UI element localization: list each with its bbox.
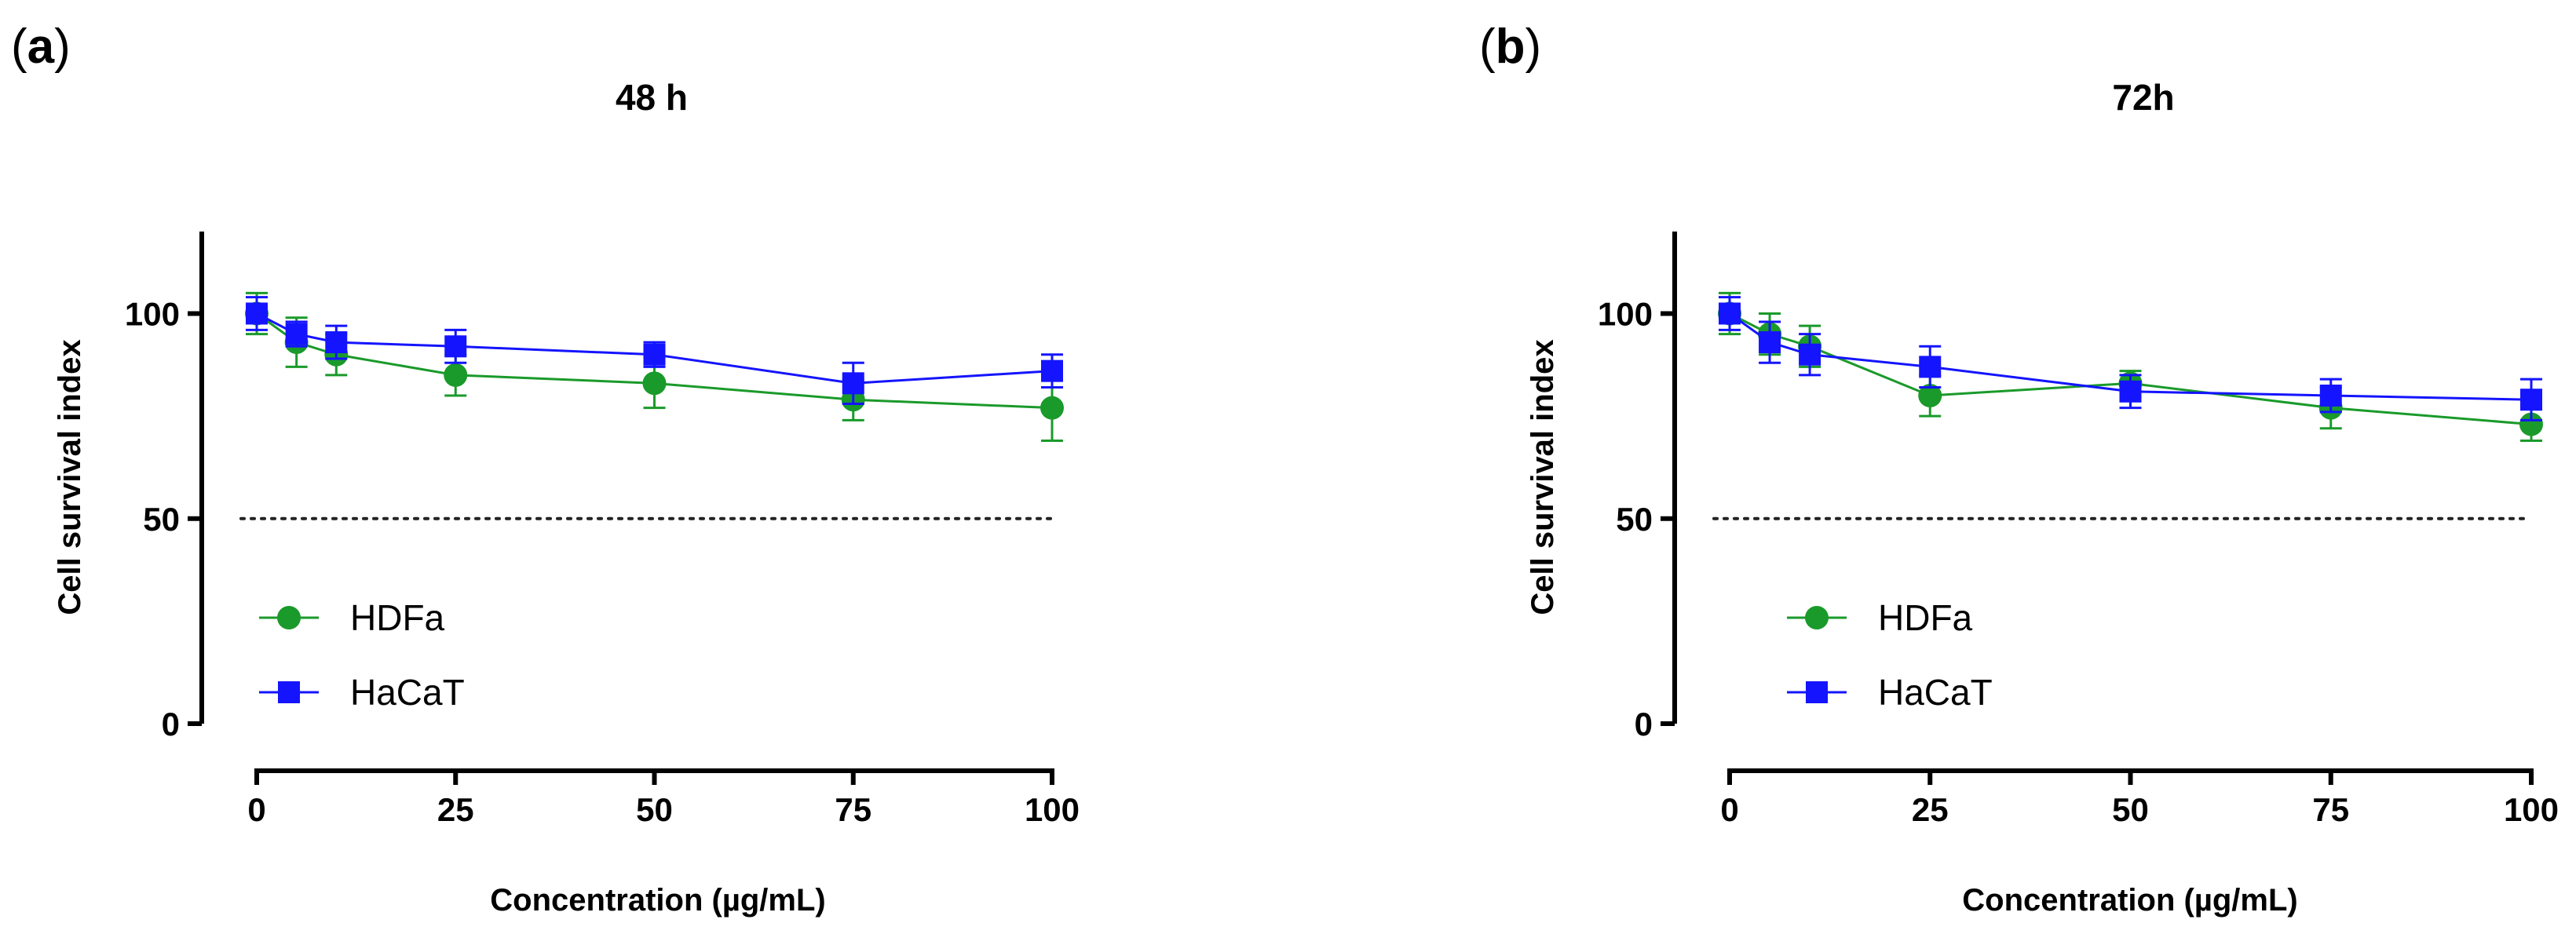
x-tick-label: 50 (2112, 791, 2149, 828)
legend-hdfa-marker (1805, 606, 1829, 629)
legend-item-hdfa: HDFa (1787, 597, 1973, 638)
data-point-hacat (2319, 385, 2342, 407)
panel-a: (a) 48 h 0 50 100 0 25 50 75 100 Concentration … (11, 20, 1080, 918)
y-tick-label: 100 (1598, 296, 1653, 333)
panel-b-y-axis-label: Cell survival index (1526, 339, 1560, 615)
x-tick-label: 100 (1025, 791, 1080, 828)
data-point-hacat (444, 335, 467, 358)
x-tick-label: 25 (437, 791, 474, 828)
legend-item-hdfa: HDFa (259, 597, 445, 638)
data-point-hdfa (1040, 396, 1064, 420)
data-point-hacat (842, 372, 864, 395)
y-tick-label: 0 (1635, 706, 1653, 742)
data-point-hacat (325, 331, 348, 354)
legend-hacat-label: HaCaT (1878, 672, 1993, 713)
x-tick-label: 0 (247, 791, 265, 828)
data-point-hacat (2520, 389, 2542, 411)
panel-b-legend: HDFa HaCaT (1787, 597, 1993, 713)
y-tick-label: 0 (162, 706, 180, 742)
data-point-hdfa (2519, 412, 2543, 436)
panel-a-letter: (a) (11, 20, 71, 74)
data-point-hacat (246, 302, 268, 325)
x-tick-label: 75 (2312, 791, 2349, 828)
panel-a-title: 48 h (616, 77, 688, 118)
legend-hdfa-label: HDFa (1878, 597, 1973, 638)
data-point-hacat (643, 343, 666, 366)
x-tick-label: 25 (1912, 791, 1949, 828)
panel-b-title: 72h (2112, 77, 2174, 118)
legend-hacat-label: HaCaT (350, 672, 465, 713)
panel-a-x-axis-label: Concentration (µg/mL) (490, 883, 825, 918)
data-point-hacat (1719, 302, 1741, 325)
data-point-hacat (1041, 359, 1063, 382)
x-tick-label: 100 (2504, 791, 2559, 828)
legend-hdfa-label: HDFa (350, 597, 445, 638)
data-point-hacat (2119, 380, 2142, 403)
y-tick-label: 50 (1616, 501, 1653, 538)
legend-item-hacat: HaCaT (1787, 672, 1993, 713)
data-point-hacat (1919, 356, 1942, 378)
legend-hacat-marker (278, 681, 300, 703)
y-tick-label: 100 (125, 296, 180, 333)
x-tick-label: 0 (1720, 791, 1738, 828)
panel-a-legend: HDFa HaCaT (259, 597, 465, 713)
data-point-hdfa (444, 363, 468, 387)
data-point-hdfa (1918, 384, 1942, 407)
x-tick-label: 50 (636, 791, 673, 828)
x-tick-label: 75 (835, 791, 871, 828)
panel-b-letter: (b) (1479, 20, 1541, 74)
panel-b: (b) 72h 0 50 100 0 25 50 75 100 Concentration (… (1479, 20, 2559, 918)
data-point-hacat (1799, 343, 1821, 366)
data-point-hacat (285, 323, 308, 345)
data-point-hdfa (642, 371, 667, 396)
y-tick-label: 50 (143, 501, 180, 538)
panel-b-plot: 0 50 100 0 25 50 75 100 (1598, 232, 2559, 828)
legend-hdfa-marker (277, 606, 301, 629)
legend-item-hacat: HaCaT (259, 672, 465, 713)
data-point-hacat (1759, 331, 1781, 354)
legend-hacat-marker (1806, 681, 1828, 703)
panel-a-y-axis-label: Cell survival index (53, 339, 87, 615)
panel-b-x-axis-label: Concentration (µg/mL) (1962, 883, 2297, 918)
panel-a-plot: 0 50 100 0 25 50 75 100 (125, 232, 1080, 828)
